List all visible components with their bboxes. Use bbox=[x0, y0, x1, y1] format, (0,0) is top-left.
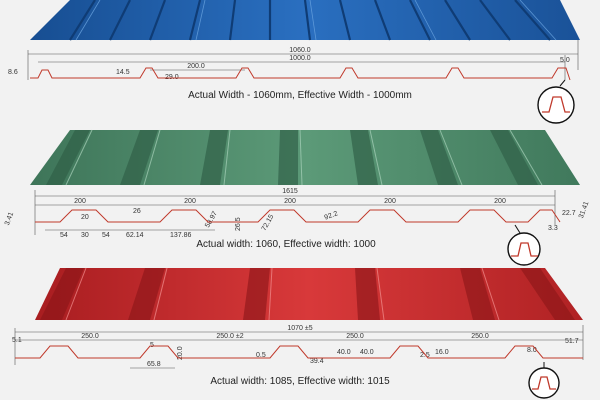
green-dim-227: 22.7 bbox=[562, 210, 576, 217]
blue-caption: Actual Width - 1060mm, Effective Width -… bbox=[188, 90, 412, 101]
red-dim-80: 8.0 bbox=[527, 347, 537, 354]
red-dim-51: 5.1 bbox=[12, 337, 22, 344]
green-profile-line bbox=[35, 209, 561, 223]
blue-dim-edge: 5.0 bbox=[560, 57, 570, 64]
red-zoom-detail bbox=[528, 362, 560, 399]
blue-dim-total: 1060.0 bbox=[289, 47, 311, 54]
red-dim-pitch-4: 250.0 bbox=[471, 333, 489, 340]
green-dim-total: 1615 bbox=[282, 188, 298, 195]
green-dim-30: 30 bbox=[81, 232, 89, 239]
green-dim-7215: 72.15 bbox=[261, 213, 276, 232]
green-dim-20: 20 bbox=[81, 214, 89, 221]
red-sheet-body bbox=[35, 268, 583, 320]
blue-dim-pitch: 200.0 bbox=[187, 63, 205, 70]
green-dim-341: 3.41 bbox=[4, 211, 15, 226]
green-zoom-detail bbox=[507, 224, 541, 266]
green-dim-pitch-1: 200 bbox=[74, 198, 86, 205]
red-sheet bbox=[35, 267, 583, 321]
green-dimension-lines bbox=[34, 190, 556, 235]
green-dim-3141: 31.41 bbox=[578, 200, 591, 219]
green-dim-33: 3.3 bbox=[548, 225, 558, 232]
red-dim-pitch-1: 250.0 bbox=[81, 333, 99, 340]
red-caption: Actual width: 1085, Effective width: 101… bbox=[210, 376, 390, 387]
blue-dim-effective: 1000.0 bbox=[289, 55, 311, 62]
red-dim-pitch-tol: 250.0 ±2 bbox=[216, 333, 243, 340]
red-dim-05: 0.5 bbox=[256, 352, 266, 359]
green-dim-6214: 62.14 bbox=[126, 232, 144, 239]
blue-sheet-ribs bbox=[69, 0, 551, 41]
blue-sheet bbox=[30, 0, 580, 41]
red-dim-160: 16.0 bbox=[435, 349, 449, 356]
red-dim-400b: 40.0 bbox=[360, 349, 374, 356]
green-dim-922: 92.2 bbox=[324, 210, 339, 221]
blue-zoom-detail bbox=[537, 79, 575, 124]
green-dim-pitch-3: 200 bbox=[284, 198, 296, 205]
green-dim-54a: 54 bbox=[60, 232, 68, 239]
blue-dim-rib-top: 14.5 bbox=[116, 69, 130, 76]
green-caption: Actual width: 1060, Effective width: 100… bbox=[196, 239, 376, 250]
blue-profile-line bbox=[30, 67, 571, 81]
green-sheet-ribs bbox=[46, 130, 538, 185]
blue-dimension-lines bbox=[27, 40, 579, 80]
green-dim-pitch-4: 200 bbox=[384, 198, 396, 205]
red-profile-line bbox=[15, 345, 583, 359]
red-dim-400a: 40.0 bbox=[337, 349, 351, 356]
blue-sheet-body bbox=[30, 0, 580, 40]
green-dim-265: 26.5 bbox=[235, 217, 242, 231]
green-sheet bbox=[30, 129, 580, 186]
green-dim-54b: 54 bbox=[102, 232, 110, 239]
red-dim-394: 39.4 bbox=[310, 358, 324, 365]
red-dimension-lines bbox=[14, 325, 584, 369]
red-sheet-ribs bbox=[40, 268, 575, 320]
green-dim-pitch-2: 200 bbox=[184, 198, 196, 205]
green-dim-5897: 58.97 bbox=[204, 210, 219, 229]
blue-dim-height: 8.6 bbox=[8, 69, 18, 76]
red-dim-25: 2.5 bbox=[420, 352, 430, 359]
red-dim-pitch-3: 250.0 bbox=[346, 333, 364, 340]
red-dim-total: 1070 ±5 bbox=[287, 325, 312, 332]
green-dim-26: 26 bbox=[133, 208, 141, 215]
red-dim-517: 51.7 bbox=[565, 338, 579, 345]
green-dim-13786: 137.86 bbox=[170, 232, 192, 239]
red-dim-20: 20.0 bbox=[177, 346, 184, 360]
green-dim-pitch-5: 200 bbox=[494, 198, 506, 205]
red-dim-658: 65.8 bbox=[147, 361, 161, 368]
